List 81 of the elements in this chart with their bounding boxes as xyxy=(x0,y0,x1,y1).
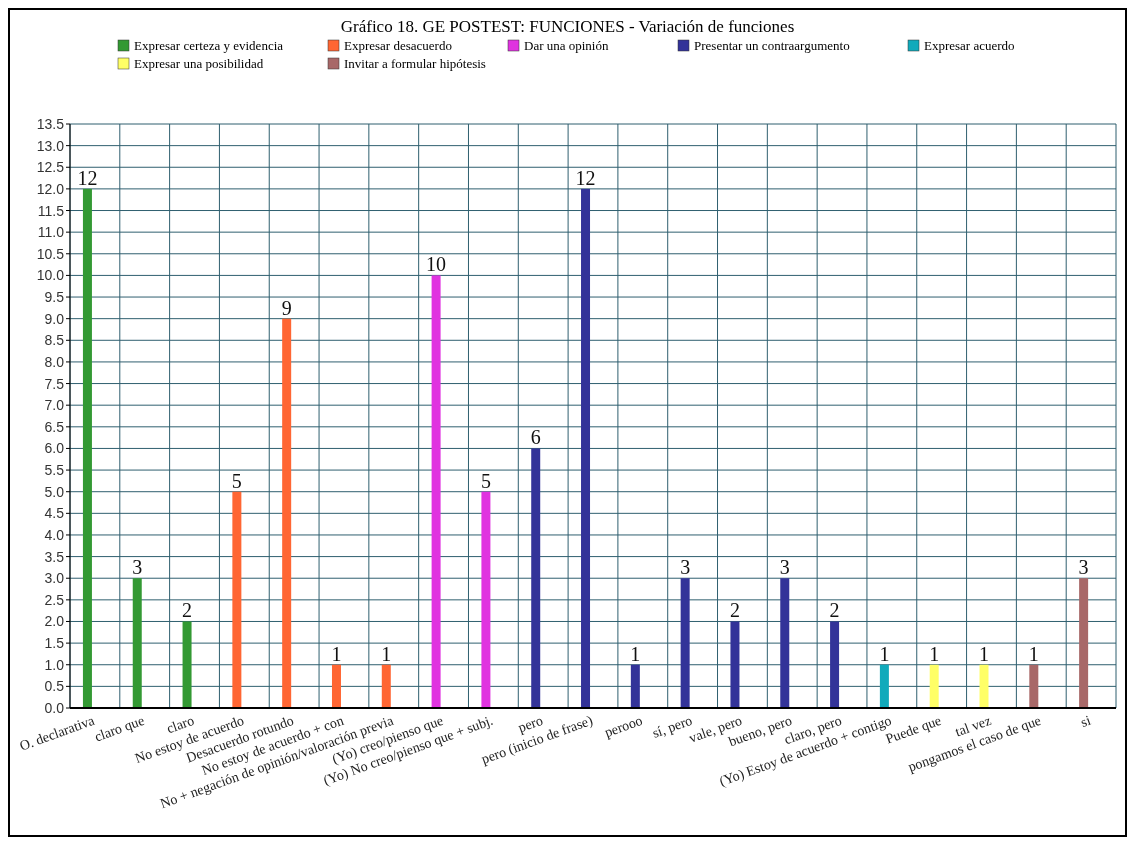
data-label: 1 xyxy=(331,642,342,665)
y-tick-label: 2.5 xyxy=(44,591,65,608)
bar xyxy=(1079,578,1089,708)
y-tick-label: 10.5 xyxy=(36,245,65,262)
y-tick-label: 8.5 xyxy=(44,332,65,349)
bar xyxy=(431,275,441,708)
legend-label: Expresar certeza y evidencia xyxy=(134,38,284,53)
bar xyxy=(630,664,640,708)
y-tick-label: 5.5 xyxy=(44,462,65,479)
y-tick-label: 4.5 xyxy=(44,505,65,522)
legend-label: Expresar acuerdo xyxy=(924,38,1015,53)
bar xyxy=(979,664,989,708)
bar xyxy=(481,491,491,708)
bar xyxy=(232,491,242,708)
x-tick-label: pero xyxy=(516,712,545,736)
data-label: 12 xyxy=(575,166,596,189)
y-tick-label: 5.0 xyxy=(44,483,65,500)
legend-label: Invitar a formular hipótesis xyxy=(344,56,486,71)
y-tick-label: 3.0 xyxy=(44,570,65,587)
data-label: 6 xyxy=(530,426,541,449)
bar xyxy=(830,621,840,708)
y-tick-label: 4.0 xyxy=(44,526,65,543)
data-label: 1 xyxy=(929,642,940,665)
data-label: 3 xyxy=(132,556,143,579)
legend-label: Dar una opinión xyxy=(524,38,609,53)
y-tick-label: 12.0 xyxy=(36,180,65,197)
y-tick-label: 2.0 xyxy=(44,613,65,630)
data-label: 1 xyxy=(381,642,392,665)
y-tick-label: 7.0 xyxy=(44,397,65,414)
y-tick-label: 11.5 xyxy=(37,202,65,219)
legend-label: Expresar desacuerdo xyxy=(344,38,452,53)
y-tick-label: 6.0 xyxy=(44,440,65,457)
x-tick-label: si xyxy=(1078,712,1093,731)
bar xyxy=(581,188,591,708)
y-tick-label: 13.5 xyxy=(36,116,65,132)
y-tick-label: 3.5 xyxy=(44,548,65,565)
legend-label: Expresar una posibilidad xyxy=(134,56,264,71)
data-label: 2 xyxy=(182,599,193,622)
data-label: 1 xyxy=(630,642,641,665)
y-tick-label: 0.0 xyxy=(44,700,65,716)
data-label: 9 xyxy=(281,296,292,319)
legend-label: Presentar un contraargumento xyxy=(694,38,850,53)
y-tick-label: 13.0 xyxy=(36,137,65,154)
y-tick-label: 6.5 xyxy=(44,418,65,435)
y-tick-label: 1.5 xyxy=(44,635,65,652)
bar xyxy=(132,578,142,708)
bar xyxy=(780,578,790,708)
data-label: 2 xyxy=(729,599,740,622)
data-label: 5 xyxy=(480,469,491,492)
bar xyxy=(331,664,341,708)
data-label: 3 xyxy=(779,556,790,579)
data-label: 2 xyxy=(829,599,840,622)
y-tick-label: 9.5 xyxy=(44,289,65,306)
bar xyxy=(680,578,690,708)
data-label: 3 xyxy=(1078,556,1089,579)
data-label: 12 xyxy=(77,166,98,189)
bar xyxy=(879,664,889,708)
y-tick-label: 7.5 xyxy=(44,375,65,392)
bar xyxy=(182,621,192,708)
bar xyxy=(1029,664,1039,708)
data-label: 1 xyxy=(979,642,989,665)
bar xyxy=(381,664,391,708)
x-tick-label: perooo xyxy=(602,712,645,741)
y-tick-label: 10.0 xyxy=(36,267,65,284)
bar xyxy=(82,188,92,708)
data-label: 1 xyxy=(1028,642,1039,665)
bar xyxy=(730,621,740,708)
chart-title: Gráfico 18. GE POSTEST: FUNCIONES - Variación de funciones xyxy=(340,17,795,36)
y-tick-label: 9.0 xyxy=(44,310,65,327)
bar xyxy=(929,664,939,708)
data-label: 10 xyxy=(426,253,447,276)
data-label: 5 xyxy=(231,469,242,492)
bar xyxy=(531,448,541,708)
y-tick-label: 1.0 xyxy=(44,656,65,673)
y-tick-label: 12.5 xyxy=(36,159,65,176)
data-label: 1 xyxy=(879,642,890,665)
y-tick-label: 11.0 xyxy=(37,224,65,241)
y-tick-label: 8.0 xyxy=(44,353,65,370)
y-tick-label: 0.5 xyxy=(44,678,65,695)
data-label: 3 xyxy=(680,556,691,579)
bar xyxy=(282,318,292,708)
